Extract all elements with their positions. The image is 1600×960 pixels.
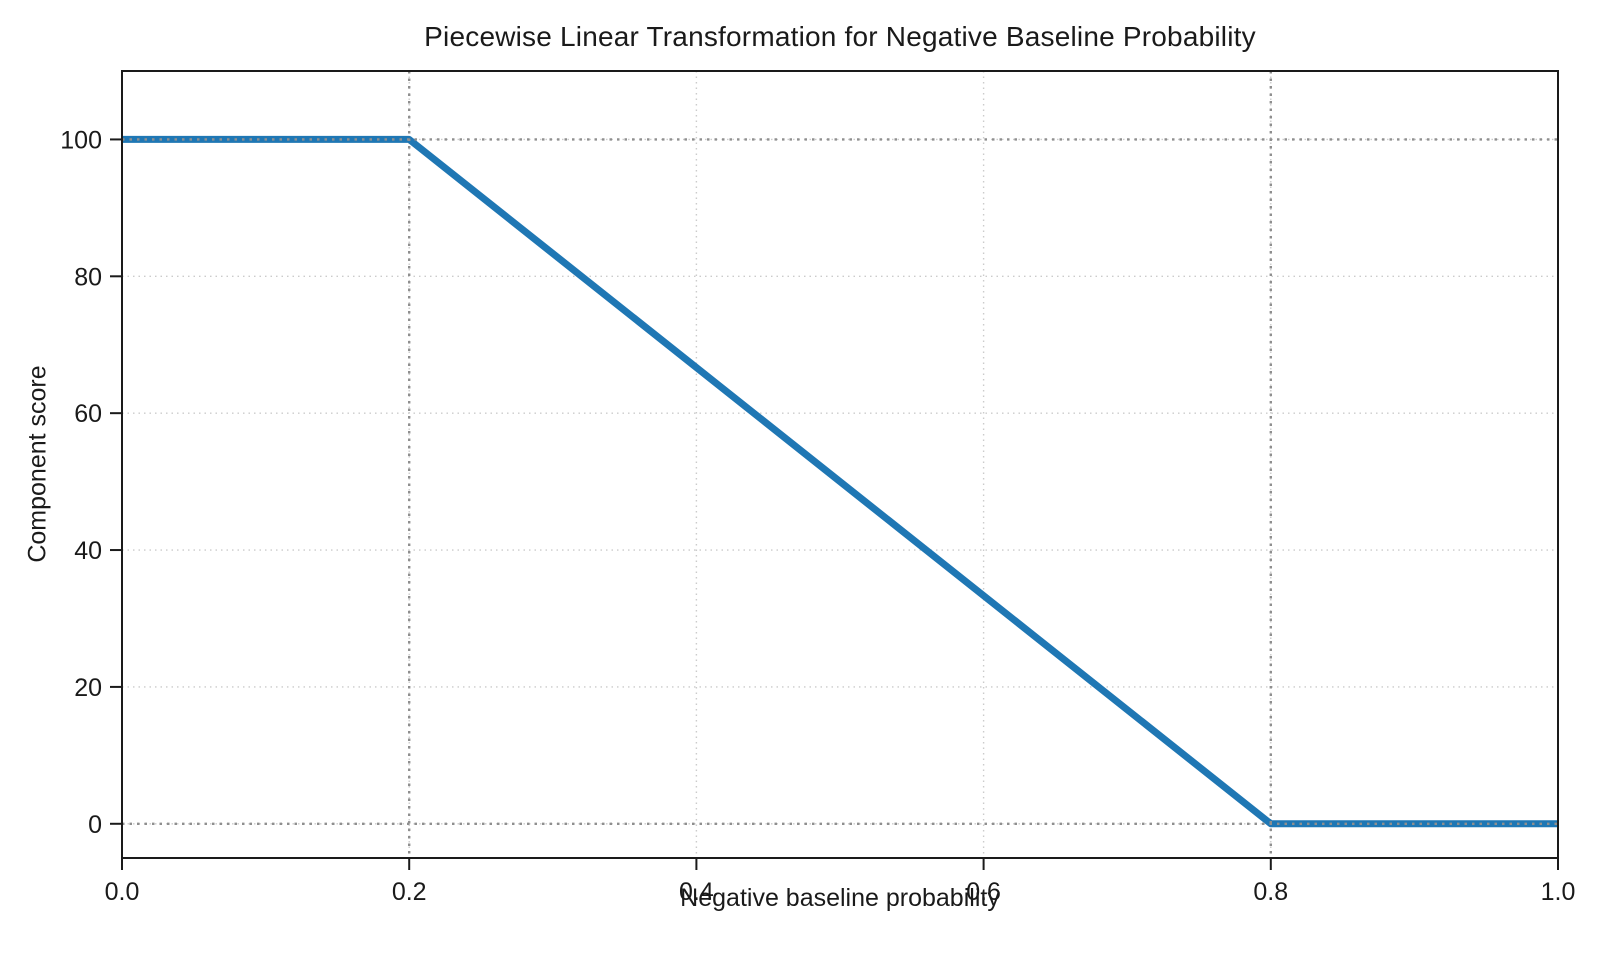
x-tick-label: 0.4 (679, 878, 714, 906)
x-tick-label: 0.0 (105, 878, 140, 906)
x-tick-label: 1.0 (1541, 878, 1576, 906)
y-axis-label: Component score (23, 365, 52, 563)
y-tick-label: 0 (88, 811, 102, 839)
plot-border (121, 70, 1559, 859)
x-tick-label: 0.6 (966, 878, 1001, 906)
y-tick-label: 100 (60, 126, 102, 154)
x-tick-label: 0.2 (392, 878, 427, 906)
y-tick-label: 80 (74, 263, 102, 291)
y-tick-label: 20 (74, 674, 102, 702)
x-tick-label: 0.8 (1253, 878, 1288, 906)
y-tick-label: 60 (74, 400, 102, 428)
x-axis-label: Negative baseline probability (680, 884, 1000, 912)
chart-title: Piecewise Linear Transformation for Nega… (424, 21, 1256, 52)
y-tick-label: 40 (74, 537, 102, 565)
series-line (122, 135, 1558, 828)
